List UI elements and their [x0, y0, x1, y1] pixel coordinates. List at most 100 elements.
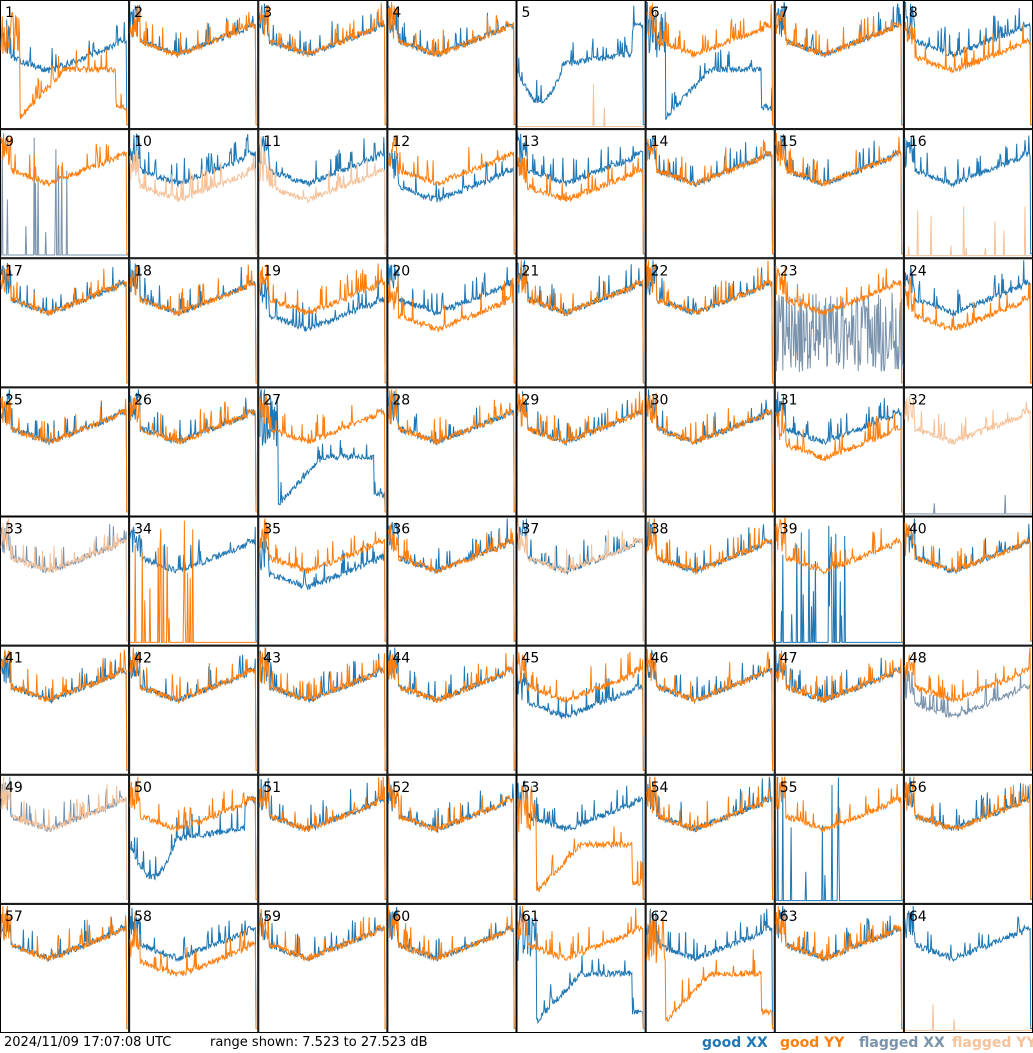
panel-frame [516, 516, 646, 646]
panel-35: 35 [258, 516, 388, 646]
panel-label: 19 [263, 263, 281, 279]
series-xx-panel-62 [646, 908, 774, 1029]
series-xx-panel-11 [258, 135, 387, 255]
series-xx-panel-29 [517, 391, 645, 513]
panel-15: 15 [774, 129, 904, 259]
panel-39: 39 [774, 516, 904, 646]
panel-40: 40 [903, 516, 1033, 646]
footer: 2024/11/09 17:07:08 UTC range shown: 7.5… [0, 1033, 1033, 1053]
panel-label: 32 [909, 392, 927, 408]
series-yy-panel-40 [904, 522, 1032, 642]
panel-3: 3 [258, 0, 388, 130]
panel-4: 4 [387, 0, 517, 130]
panel-61: 61 [516, 903, 646, 1033]
panel-18: 18 [129, 258, 259, 388]
series-yy-panel-33 [0, 518, 129, 642]
panel-55: 55 [774, 774, 904, 904]
panel-frame [387, 387, 517, 517]
panel-label: 34 [134, 522, 152, 538]
panel-34: 34 [129, 516, 259, 646]
series-yy-panel-20 [387, 277, 516, 384]
panel-frame [774, 645, 904, 775]
panel-frame [645, 129, 775, 259]
series-yy-panel-46 [646, 649, 774, 771]
panel-1: 1 [0, 0, 130, 130]
panel-label: 18 [134, 263, 152, 279]
series-yy-panel-35 [258, 518, 387, 642]
panel-44: 44 [387, 645, 517, 775]
panel-frame [129, 903, 259, 1033]
panel-label: 25 [5, 392, 23, 408]
panel-62: 62 [645, 903, 775, 1033]
panel-11: 11 [258, 129, 388, 259]
panel-label: 13 [522, 134, 540, 150]
panel-frame [516, 129, 646, 259]
series-yy-panel-32 [904, 395, 1032, 513]
series-yy-panel-18 [129, 264, 258, 384]
series-xx-panel-52 [387, 781, 516, 900]
panel-label: 29 [522, 392, 540, 408]
panel-50: 50 [129, 774, 259, 904]
series-yy-panel-6 [646, 3, 774, 126]
series-xx-panel-61 [517, 905, 645, 1029]
panel-label: 4 [392, 5, 401, 21]
panel-label: 8 [909, 5, 918, 21]
series-yy-panel-60 [387, 905, 516, 1029]
panel-label: 3 [263, 5, 272, 21]
series-yy-panel-19 [258, 263, 387, 384]
panel-frame [258, 0, 388, 130]
panel-13: 13 [516, 129, 646, 259]
panel-19: 19 [258, 258, 388, 388]
panel-frame [516, 387, 646, 517]
panel-label: 5 [522, 5, 531, 21]
series-xx-panel-50 [129, 795, 258, 900]
panel-33: 33 [0, 516, 130, 646]
series-yy-panel-26 [129, 397, 258, 513]
series-xx-panel-55 [775, 776, 903, 902]
panel-frame [258, 129, 388, 259]
panel-label: 12 [392, 134, 410, 150]
panel-38: 38 [645, 516, 775, 646]
panel-label: 56 [909, 780, 927, 796]
series-xx-panel-9 [1, 137, 129, 256]
series-yy-panel-64 [904, 1004, 1032, 1031]
panel-25: 25 [0, 387, 130, 517]
panel-label: 63 [780, 909, 798, 925]
panel-label: 43 [263, 651, 281, 667]
panel-frame [645, 0, 775, 130]
panel-label: 37 [522, 522, 540, 538]
series-yy-panel-17 [0, 263, 129, 384]
panel-label: 46 [651, 651, 669, 667]
panel-label: 60 [392, 909, 410, 925]
panel-20: 20 [387, 258, 517, 388]
panel-42: 42 [129, 645, 259, 775]
panel-label: 24 [909, 263, 927, 279]
panel-frame [0, 903, 130, 1033]
series-xx-panel-24 [904, 260, 1032, 384]
panel-frame [0, 387, 130, 517]
series-yy-panel-31 [775, 400, 903, 513]
panel-frame [645, 774, 775, 904]
panel-label: 42 [134, 651, 152, 667]
panel-label: 58 [134, 909, 152, 925]
series-yy-panel-63 [775, 905, 903, 1029]
panel-label: 40 [909, 522, 927, 538]
series-yy-panel-11 [258, 136, 387, 255]
panel-frame [516, 774, 646, 904]
panel-frame [258, 258, 388, 388]
series-yy-panel-4 [387, 1, 516, 126]
series-yy-panel-57 [0, 905, 129, 1029]
series-yy-panel-51 [258, 776, 387, 900]
panel-64: 64 [903, 903, 1033, 1033]
panel-label: 49 [5, 780, 23, 796]
panel-frame [516, 645, 646, 775]
series-yy-panel-21 [517, 260, 645, 384]
panel-frame [516, 903, 646, 1033]
panel-label: 35 [263, 522, 281, 538]
panel-6: 6 [645, 0, 775, 130]
panel-frame [129, 387, 259, 517]
series-xx-panel-28 [387, 390, 516, 513]
panel-label: 10 [134, 134, 152, 150]
series-xx-panel-60 [387, 906, 516, 1029]
